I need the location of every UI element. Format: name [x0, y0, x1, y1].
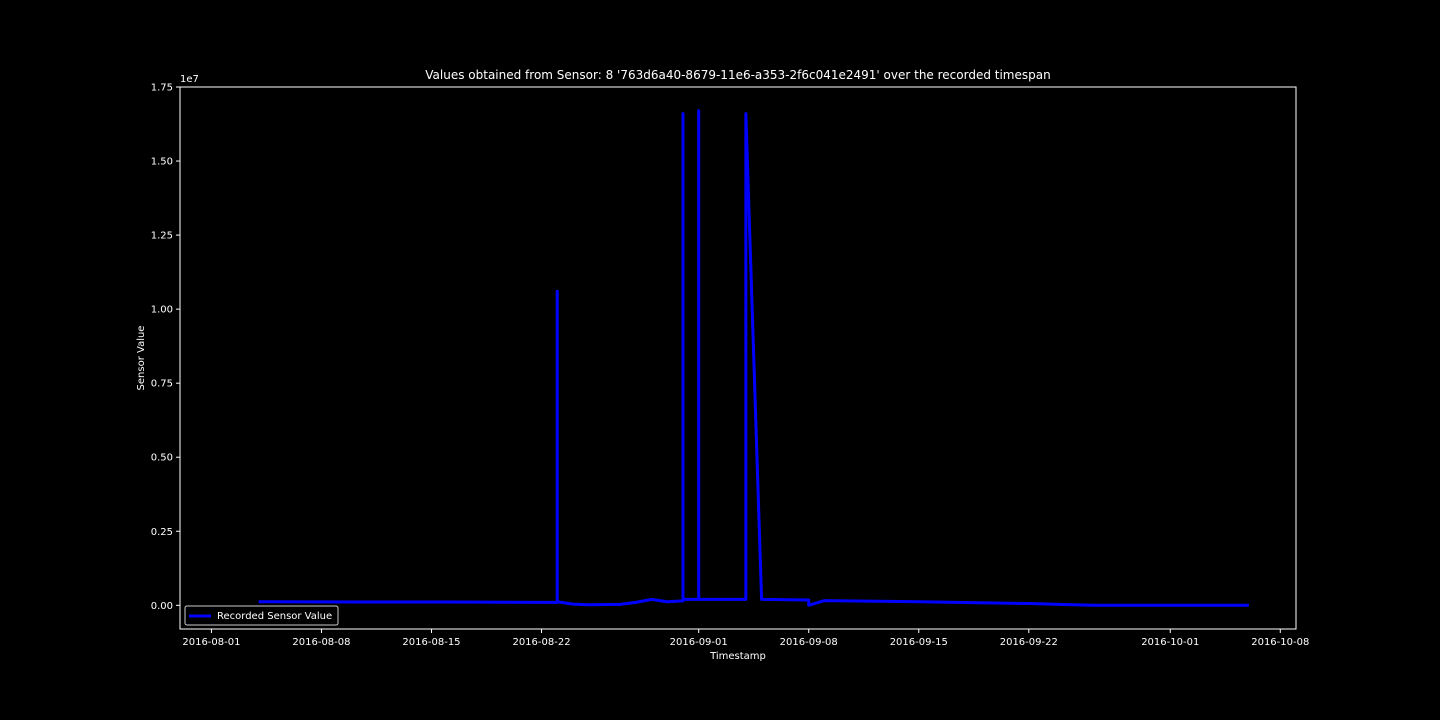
plot-area [179, 86, 1297, 630]
axes-frame [179, 86, 1297, 630]
y-tick-label: 1.75 [151, 83, 173, 94]
x-tick-label: 2016-08-08 [292, 637, 350, 648]
y-tick-label: 0.00 [151, 601, 173, 612]
series-line [258, 109, 1249, 607]
x-tick-label: 2016-08-15 [402, 637, 460, 648]
x-tick-label: 2016-09-01 [670, 637, 728, 648]
y-axis-ticks: 0.00 0.25 0.50 0.75 1.00 1.25 1.50 1.75 [151, 83, 180, 612]
y-offset-text: 1e7 [180, 74, 199, 85]
y-tick-label: 0.25 [151, 527, 173, 538]
x-tick-label: 2016-09-22 [1000, 637, 1058, 648]
legend-label: Recorded Sensor Value [217, 611, 332, 622]
y-tick-label: 0.75 [151, 379, 173, 390]
series-layer [258, 109, 1249, 607]
x-tick-label: 2016-09-15 [890, 637, 948, 648]
y-tick-label: 1.00 [151, 305, 173, 316]
y-tick-label: 0.50 [151, 453, 173, 464]
chart-title: Values obtained from Sensor: 8 '763d6a40… [425, 68, 1050, 82]
legend: Recorded Sensor Value [184, 605, 339, 626]
y-axis-label: Sensor Value [136, 326, 147, 391]
x-tick-label: 2016-10-08 [1251, 637, 1309, 648]
x-tick-label: 2016-09-08 [780, 637, 838, 648]
y-tick-label: 1.25 [151, 231, 173, 242]
x-tick-label: 2016-08-01 [182, 637, 240, 648]
x-tick-label: 2016-08-22 [512, 637, 570, 648]
legend-box [184, 605, 339, 626]
x-tick-label: 2016-10-01 [1141, 637, 1199, 648]
x-axis-label: Timestamp [709, 651, 766, 662]
y-tick-label: 1.50 [151, 157, 173, 168]
x-axis-ticks: 2016-08-01 2016-08-08 2016-08-15 2016-08-22… [182, 629, 1309, 648]
